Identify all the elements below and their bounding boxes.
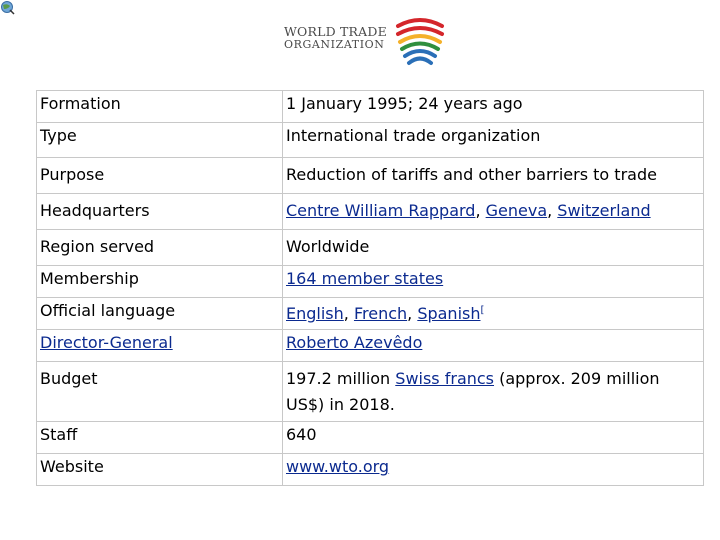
row-value: Reduction of tariffs and other barriers … bbox=[282, 157, 704, 194]
wto-logo: WORLD TRADE ORGANIZATION bbox=[280, 16, 450, 72]
globe-icon bbox=[0, 0, 16, 16]
row-value: www.wto.org bbox=[282, 453, 704, 486]
link-centre-william-rappard[interactable]: Centre William Rappard bbox=[286, 201, 476, 220]
row-formation: Formation 1 January 1995; 24 years ago bbox=[36, 90, 704, 123]
row-value: English, French, Spanish[ bbox=[282, 297, 704, 330]
link-director-general[interactable]: Director-General bbox=[40, 333, 173, 352]
row-label: Website bbox=[36, 453, 283, 486]
row-budget: Budget 197.2 million Swiss francs (appro… bbox=[36, 361, 704, 422]
link-website[interactable]: www.wto.org bbox=[286, 457, 390, 476]
row-website: Website www.wto.org bbox=[36, 453, 704, 486]
budget-amount: 197.2 million bbox=[286, 369, 396, 388]
row-director-general: Director-General Roberto Azevêdo bbox=[36, 329, 704, 362]
infobox-table: Formation 1 January 1995; 24 years ago T… bbox=[36, 90, 704, 486]
row-value: 164 member states bbox=[282, 265, 704, 298]
wto-emblem-icon bbox=[396, 18, 444, 65]
row-label: Region served bbox=[36, 229, 283, 266]
link-english[interactable]: English bbox=[286, 304, 344, 323]
link-geneva[interactable]: Geneva bbox=[485, 201, 548, 220]
row-official-language: Official language English, French, Spani… bbox=[36, 297, 704, 330]
logo-line-1: WORLD TRADE bbox=[284, 24, 387, 39]
budget-approx: (approx. 209 million US$) in 2018. bbox=[286, 369, 660, 414]
row-value: Worldwide bbox=[282, 229, 704, 266]
row-type: Type International trade organization bbox=[36, 122, 704, 158]
row-label: Budget bbox=[36, 361, 283, 422]
row-label: Type bbox=[36, 122, 283, 158]
logo-line-2: ORGANIZATION bbox=[284, 38, 385, 51]
link-member-states[interactable]: 164 member states bbox=[286, 269, 444, 288]
row-label: Purpose bbox=[36, 157, 283, 194]
row-label: Formation bbox=[36, 90, 283, 123]
row-value: 1 January 1995; 24 years ago bbox=[282, 90, 704, 123]
row-purpose: Purpose Reduction of tariffs and other b… bbox=[36, 157, 704, 194]
row-label: Director-General bbox=[36, 329, 283, 362]
row-label: Membership bbox=[36, 265, 283, 298]
row-label: Headquarters bbox=[36, 193, 283, 230]
row-headquarters: Headquarters Centre William Rappard, Gen… bbox=[36, 193, 704, 230]
row-value: 640 bbox=[282, 421, 704, 454]
row-region-served: Region served Worldwide bbox=[36, 229, 704, 266]
row-label: Official language bbox=[36, 297, 283, 330]
row-membership: Membership 164 member states bbox=[36, 265, 704, 298]
footnote-marker[interactable]: [ bbox=[480, 305, 485, 316]
link-spanish[interactable]: Spanish bbox=[417, 304, 481, 323]
row-label: Staff bbox=[36, 421, 283, 454]
link-swiss-francs[interactable]: Swiss francs bbox=[395, 369, 495, 388]
row-value: International trade organization bbox=[282, 122, 704, 158]
row-staff: Staff 640 bbox=[36, 421, 704, 454]
row-value: Centre William Rappard, Geneva, Switzerl… bbox=[282, 193, 704, 230]
link-roberto-azevedo[interactable]: Roberto Azevêdo bbox=[286, 333, 423, 352]
logo-wordmark: WORLD TRADE ORGANIZATION bbox=[284, 25, 387, 51]
row-value: Roberto Azevêdo bbox=[282, 329, 704, 362]
row-value: 197.2 million Swiss francs (approx. 209 … bbox=[282, 361, 704, 422]
link-french[interactable]: French bbox=[353, 304, 408, 323]
link-switzerland[interactable]: Switzerland bbox=[557, 201, 651, 220]
